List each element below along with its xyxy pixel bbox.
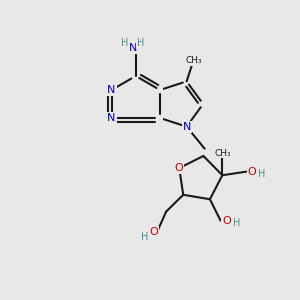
Text: H: H <box>141 232 149 242</box>
Text: H: H <box>233 218 240 228</box>
Text: N: N <box>182 122 191 132</box>
Text: CH₃: CH₃ <box>214 149 231 158</box>
Text: N: N <box>107 85 116 95</box>
Text: O: O <box>222 216 231 226</box>
Text: N: N <box>129 43 137 53</box>
Text: CH₃: CH₃ <box>185 56 202 65</box>
Text: H: H <box>121 38 128 48</box>
Text: H: H <box>137 38 144 48</box>
Text: H: H <box>258 169 266 179</box>
Text: N: N <box>107 113 116 123</box>
Text: O: O <box>175 163 184 173</box>
Text: O: O <box>150 226 158 237</box>
Text: O: O <box>248 167 256 177</box>
